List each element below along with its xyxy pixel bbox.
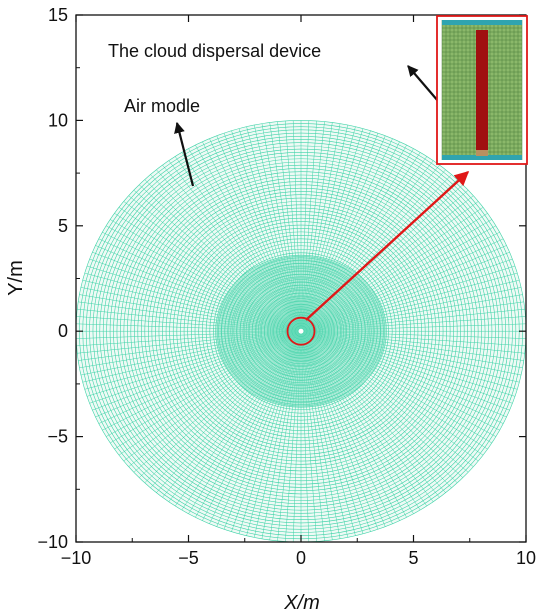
x-tick-label: −5 bbox=[178, 548, 199, 568]
x-tick-label: −10 bbox=[61, 548, 92, 568]
zoom-arrow bbox=[305, 171, 470, 321]
device-label: The cloud dispersal device bbox=[108, 41, 321, 61]
y-axis-title: Y/m bbox=[5, 260, 27, 296]
device-body bbox=[476, 30, 488, 155]
y-tick-label: −10 bbox=[37, 532, 68, 552]
air-model-label: Air modle bbox=[124, 96, 200, 116]
y-tick-label: 10 bbox=[48, 110, 68, 130]
y-tick-label: −5 bbox=[47, 427, 68, 447]
x-tick-label: 10 bbox=[516, 548, 536, 568]
device-center-dot bbox=[298, 328, 304, 334]
air-model-arrow bbox=[174, 121, 195, 187]
y-axis-ticks: −10 −5 0 5 10 15 bbox=[37, 5, 526, 552]
device-inset bbox=[436, 15, 528, 165]
y-tick-label: 0 bbox=[58, 321, 68, 341]
y-tick-label: 5 bbox=[58, 216, 68, 236]
y-tick-label: 15 bbox=[48, 5, 68, 25]
x-axis-ticks: −10 −5 0 5 10 bbox=[61, 15, 536, 568]
x-axis-title: X/m bbox=[283, 592, 320, 614]
device-location-circle bbox=[286, 316, 316, 346]
x-tick-label: 5 bbox=[408, 548, 418, 568]
x-tick-label: 0 bbox=[296, 548, 306, 568]
mesh-radials bbox=[76, 120, 526, 542]
